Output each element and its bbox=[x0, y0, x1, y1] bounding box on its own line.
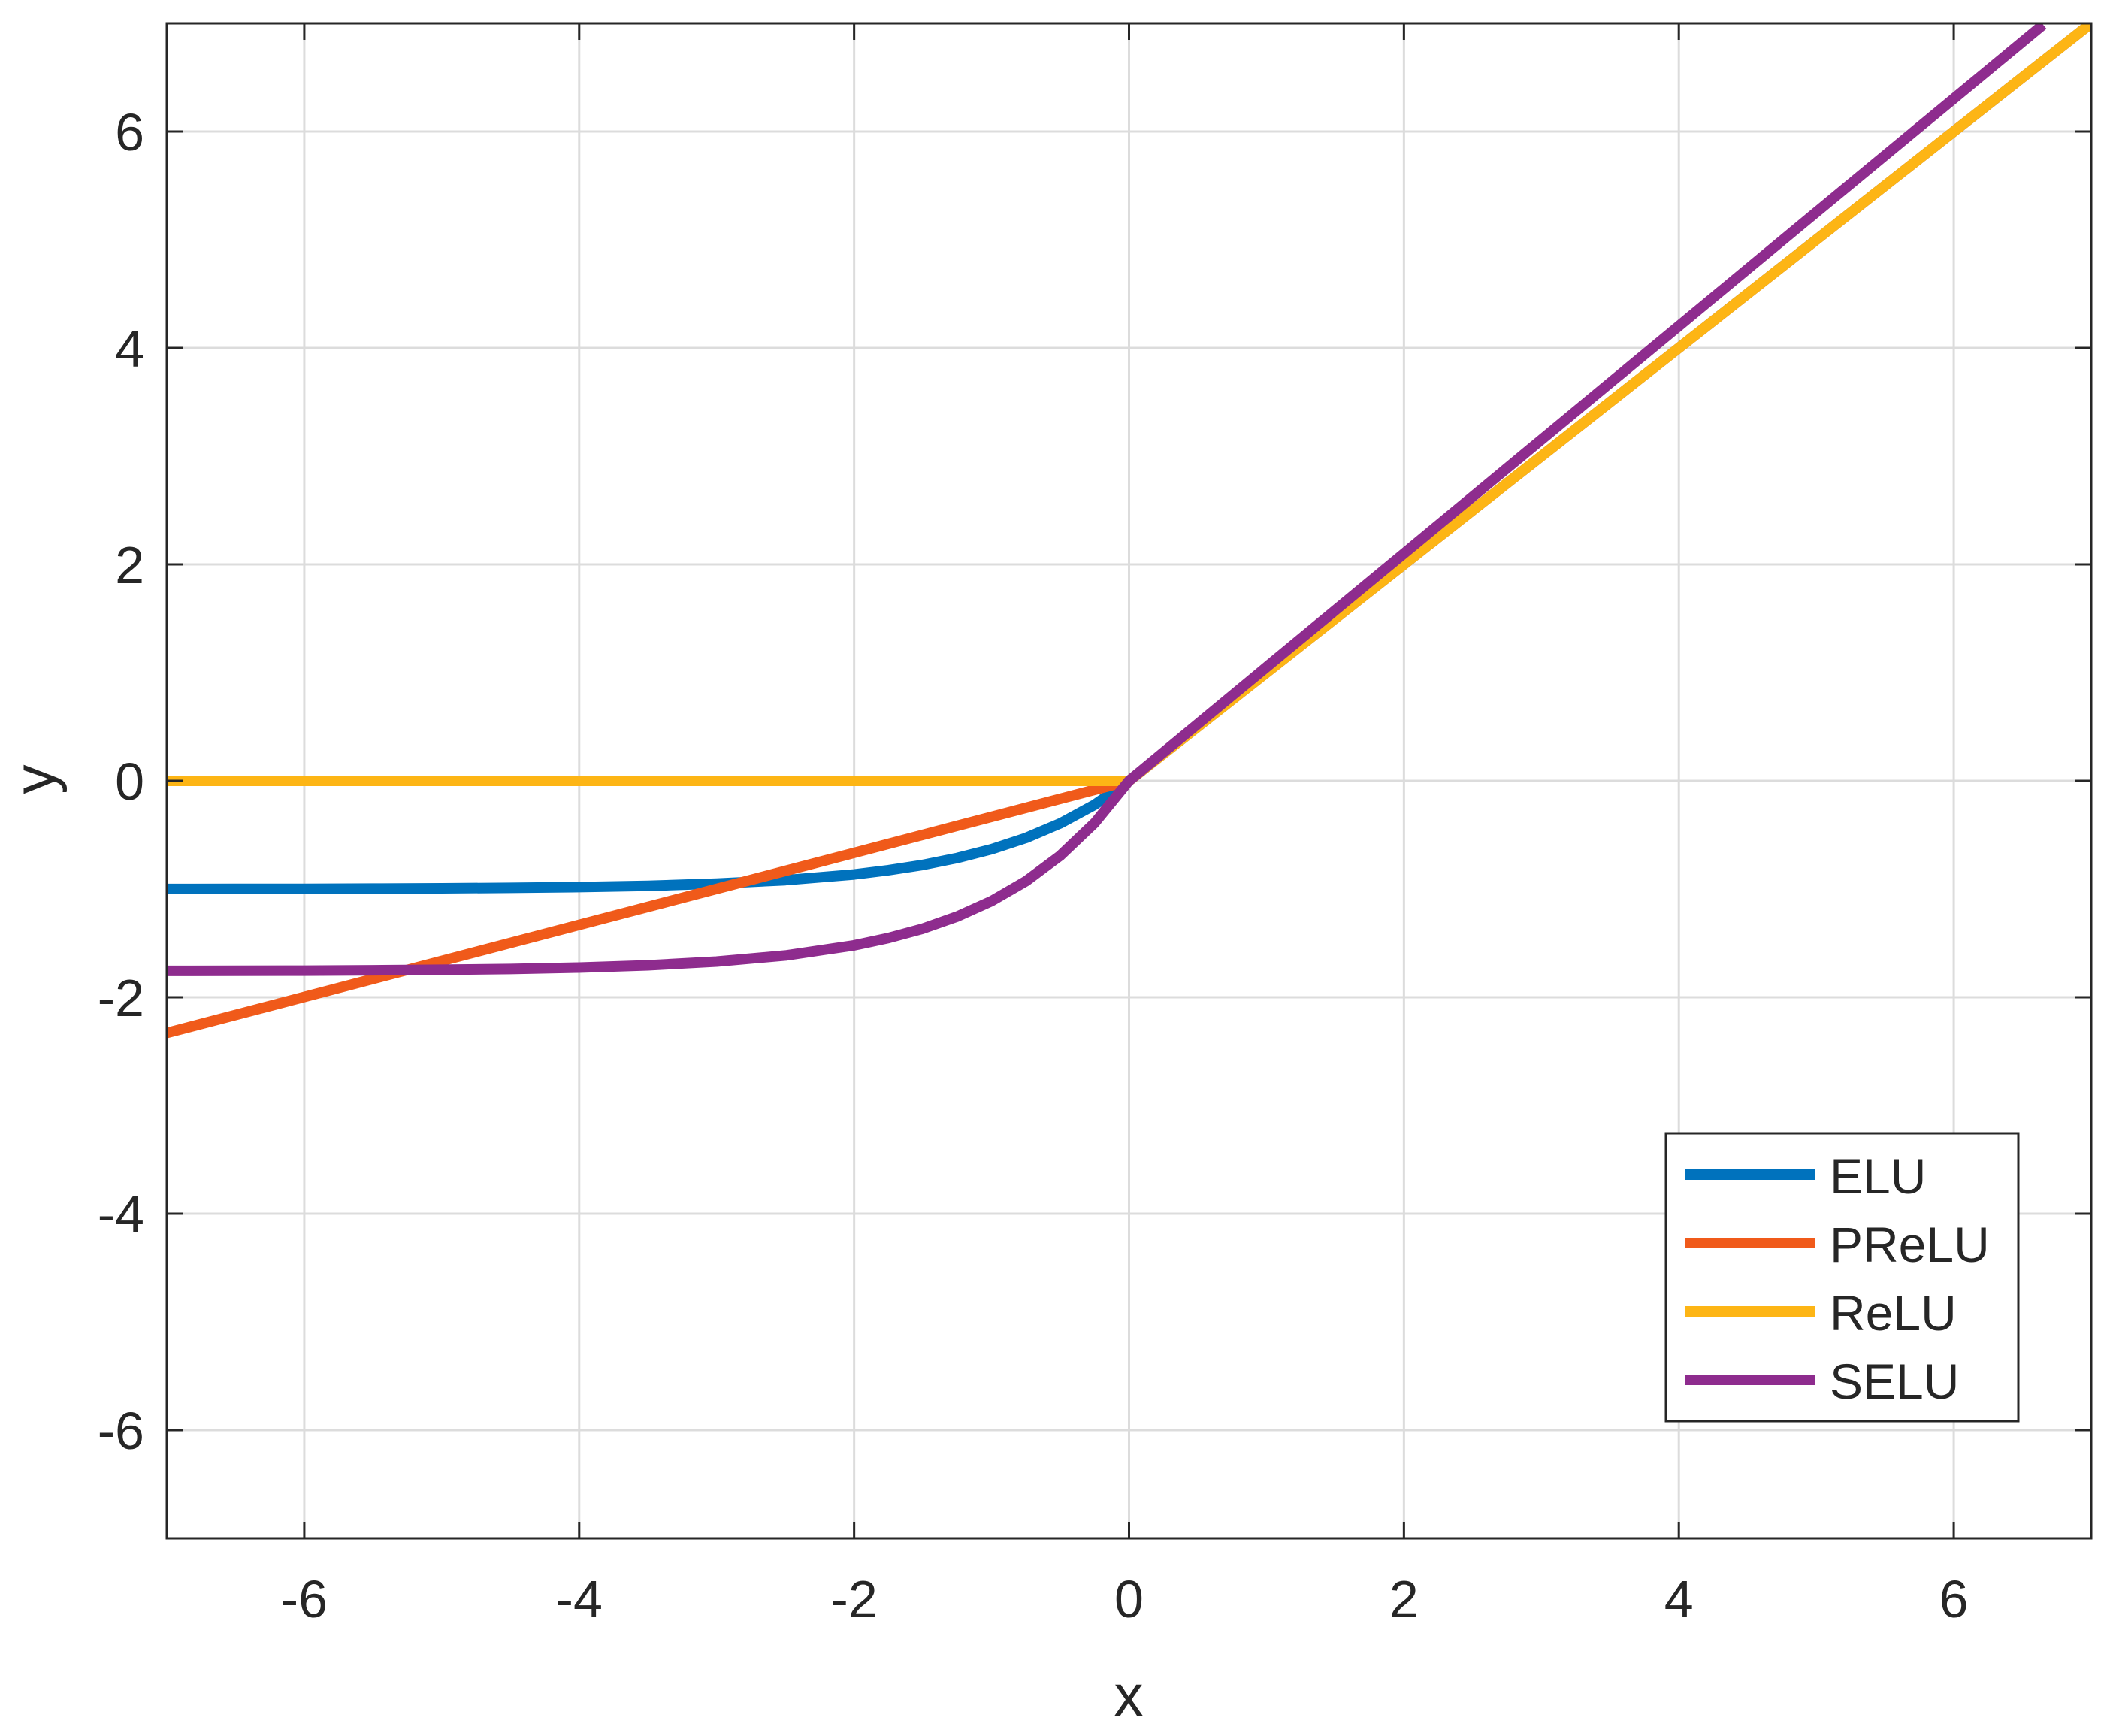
y-tick-label: 2 bbox=[115, 536, 144, 594]
y-tick-label: 6 bbox=[115, 103, 144, 162]
legend-label-elu: ELU bbox=[1830, 1148, 1926, 1204]
legend-box bbox=[1664, 1132, 2020, 1423]
legend: ELU PReLU ReLU SELU bbox=[1664, 1132, 2020, 1423]
y-tick-label: 4 bbox=[115, 319, 144, 378]
x-tick-label: 4 bbox=[1664, 1570, 1694, 1629]
x-tick-label: -6 bbox=[281, 1570, 328, 1629]
y-tick-label: -2 bbox=[98, 969, 144, 1027]
series-line-selu bbox=[167, 23, 2047, 976]
legend-label-prelu: PReLU bbox=[1830, 1217, 1990, 1272]
legend-label-relu: ReLU bbox=[1830, 1285, 1957, 1341]
series-lines bbox=[167, 23, 2091, 1039]
x-tick-label: 2 bbox=[1389, 1570, 1419, 1629]
y-tick-label: -6 bbox=[98, 1402, 144, 1460]
y-tick-label: 0 bbox=[115, 752, 144, 811]
x-tick-label: 6 bbox=[1939, 1570, 1969, 1629]
x-tick-label: 0 bbox=[1114, 1570, 1144, 1629]
y-tick-label: -4 bbox=[98, 1185, 144, 1244]
axis-ticks: -6 -4 -2 0 2 4 6 -6 -4 -2 0 2 4 6 bbox=[98, 23, 2091, 1629]
x-axis-label: x bbox=[1114, 1662, 1144, 1728]
legend-label-selu: SELU bbox=[1830, 1353, 1959, 1409]
legend-items: ELU PReLU ReLU SELU bbox=[1685, 1148, 1990, 1409]
y-axis-label: y bbox=[2, 765, 68, 794]
x-tick-label: -4 bbox=[556, 1570, 603, 1629]
x-tick-label: -2 bbox=[831, 1570, 878, 1629]
